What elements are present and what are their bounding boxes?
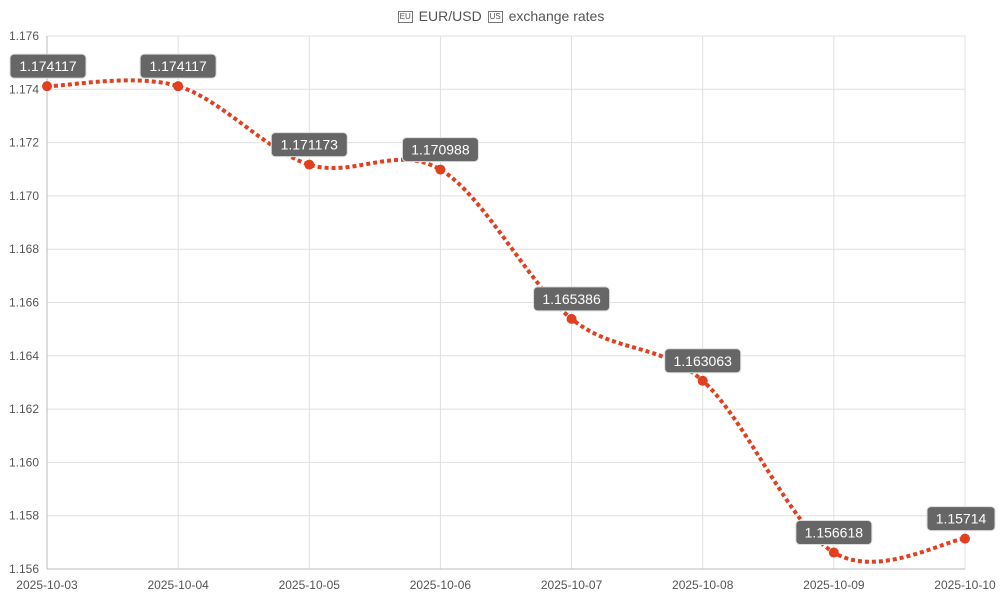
x-tick-label: 2025-10-04: [147, 578, 209, 592]
data-label-box: [664, 348, 742, 374]
y-tick-label: 1.172: [9, 136, 39, 150]
y-tick-label: 1.162: [9, 402, 39, 416]
x-tick-label: 2025-10-08: [672, 578, 734, 592]
y-tick-label: 1.176: [9, 29, 39, 43]
data-point: [828, 547, 839, 558]
x-tick-label: 2025-10-05: [279, 578, 341, 592]
data-label: 1.171173: [281, 137, 339, 153]
x-tick-label: 2025-10-10: [934, 578, 996, 592]
chart-title: EU EUR/USD US exchange rates: [0, 8, 1000, 24]
y-tick-label: 1.170: [9, 189, 39, 203]
series-line: [46, 78, 966, 564]
data-label-box: [795, 520, 873, 546]
data-label-box: [139, 53, 217, 79]
data-label-box: [533, 286, 611, 312]
data-label: 1.156618: [805, 525, 864, 541]
data-label-box: [401, 137, 479, 163]
eu-flag-icon: EU: [397, 11, 413, 23]
y-tick-label: 1.156: [9, 562, 39, 576]
data-point: [697, 375, 708, 386]
x-tick-label: 2025-10-06: [410, 578, 472, 592]
data-point: [42, 81, 52, 92]
data-label: 1.174117: [149, 58, 207, 74]
data-label: 1.174117: [19, 58, 77, 74]
data-point: [566, 313, 577, 324]
data-point: [435, 164, 446, 175]
x-tick-label: 2025-10-03: [16, 578, 78, 592]
data-label: 1.163063: [674, 353, 733, 369]
x-tick-label: 2025-10-07: [541, 578, 603, 592]
y-tick-label: 1.174: [9, 82, 39, 96]
data-label: 1.15714: [936, 511, 987, 527]
data-label: 1.170988: [411, 142, 470, 158]
y-tick-label: 1.166: [9, 296, 39, 310]
data-label-box: [926, 506, 996, 532]
title-pair: EUR/USD: [418, 8, 482, 24]
data-point: [304, 159, 315, 170]
data-label-box: [270, 132, 348, 158]
data-label: 1.165386: [542, 291, 601, 307]
data-label-box: [9, 53, 87, 79]
x-tick-label: 2025-10-09: [803, 578, 865, 592]
title-suffix: exchange rates: [508, 8, 605, 24]
y-tick-label: 1.160: [9, 455, 39, 469]
y-tick-label: 1.168: [9, 242, 39, 256]
y-tick-label: 1.158: [9, 509, 39, 523]
y-tick-label: 1.164: [9, 349, 39, 363]
us-flag-icon: US: [487, 11, 503, 23]
data-point: [960, 533, 970, 544]
data-point: [173, 81, 184, 92]
